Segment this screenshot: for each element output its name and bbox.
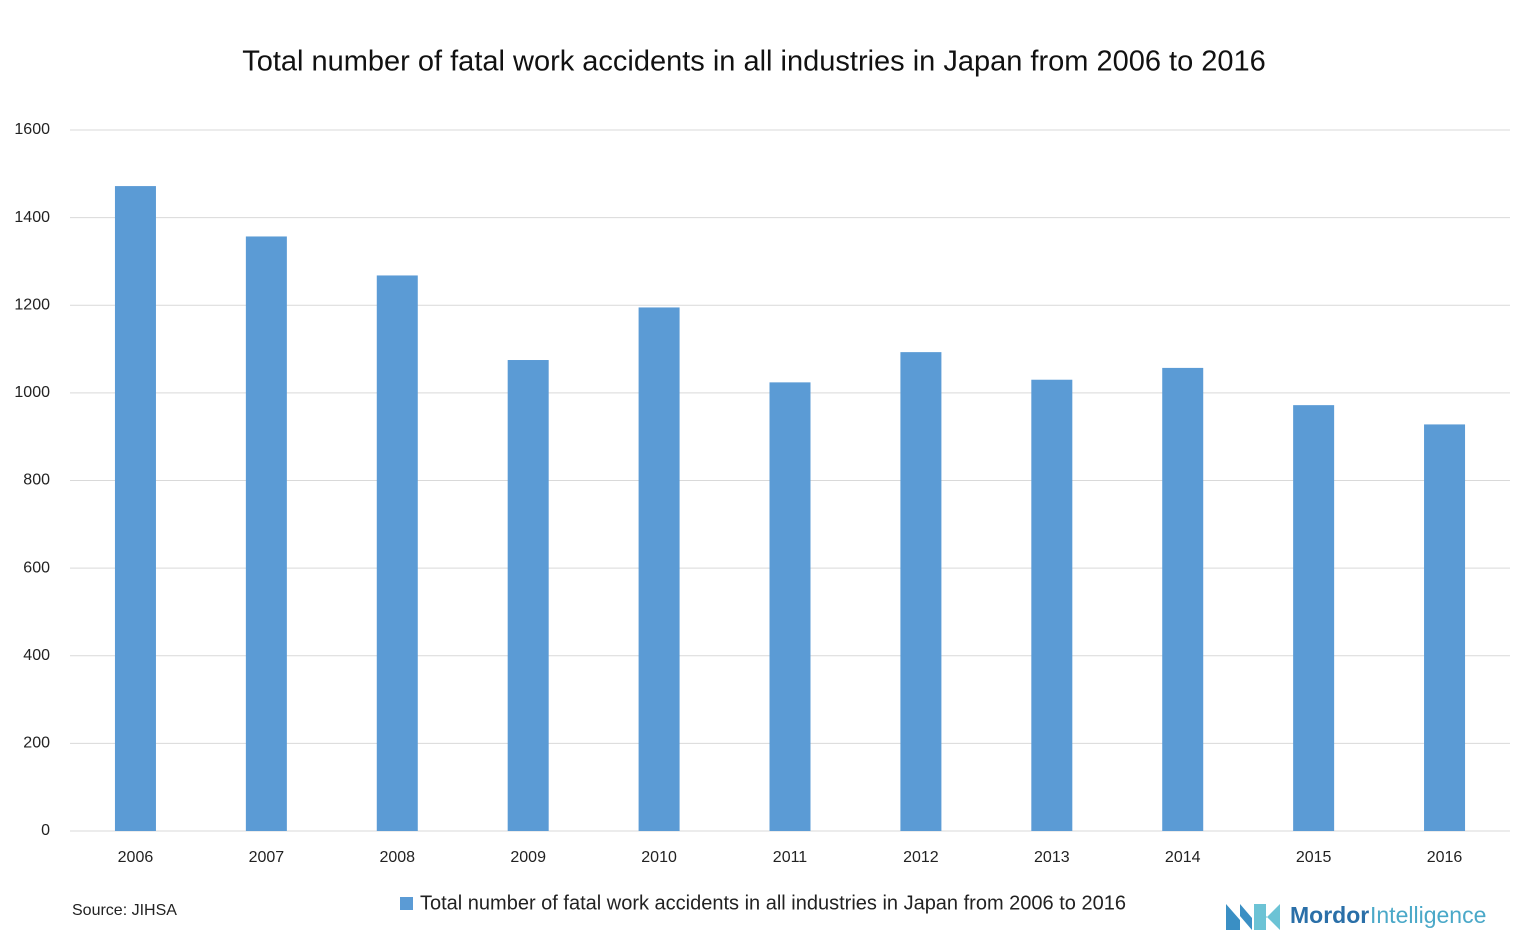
bar [769,382,811,831]
bar [900,352,942,831]
x-tick-label: 2009 [510,849,546,866]
legend-swatch [400,897,413,910]
y-tick-label: 1000 [14,384,50,401]
x-tick-label: 2007 [249,849,285,866]
logo: Mordor Intelligence [1226,902,1486,930]
x-tick-label: 2012 [903,849,939,866]
legend-label: Total number of fatal work accidents in … [420,892,1126,914]
y-tick-label: 0 [41,822,50,839]
y-tick-label: 200 [23,735,50,752]
bar [376,275,418,831]
bar [1424,424,1466,831]
y-tick-label: 400 [23,647,50,664]
chart-title: Total number of fatal work accidents in … [242,46,1266,78]
x-tick-label: 2013 [1034,849,1070,866]
y-tick-label: 1600 [14,121,50,138]
logo-text: Intelligence [1370,902,1486,928]
x-tick-label: 2016 [1427,849,1463,866]
x-tick-label: 2014 [1165,849,1201,866]
y-tick-label: 1200 [14,296,50,313]
bar [245,236,287,832]
source: Source: JIHSA [72,902,177,919]
x-tick-label: 2011 [773,849,808,866]
y-tick-label: 600 [23,559,50,576]
bar [114,186,156,831]
bar [1031,379,1073,831]
y-tick-label: 1400 [14,209,50,226]
x-tick-label: 2006 [118,849,154,866]
bar [1162,367,1204,831]
x-tick-label: 2008 [379,849,415,866]
logo-icon [1254,904,1280,930]
logo-text: Mordor [1290,902,1369,928]
x-tick-label: 2015 [1296,849,1332,866]
logo-icon [1226,904,1252,930]
x-tick-label: 2010 [641,849,677,866]
bar [638,307,680,831]
bar [1293,405,1335,831]
bar [507,360,549,831]
y-tick-label: 800 [23,472,50,489]
